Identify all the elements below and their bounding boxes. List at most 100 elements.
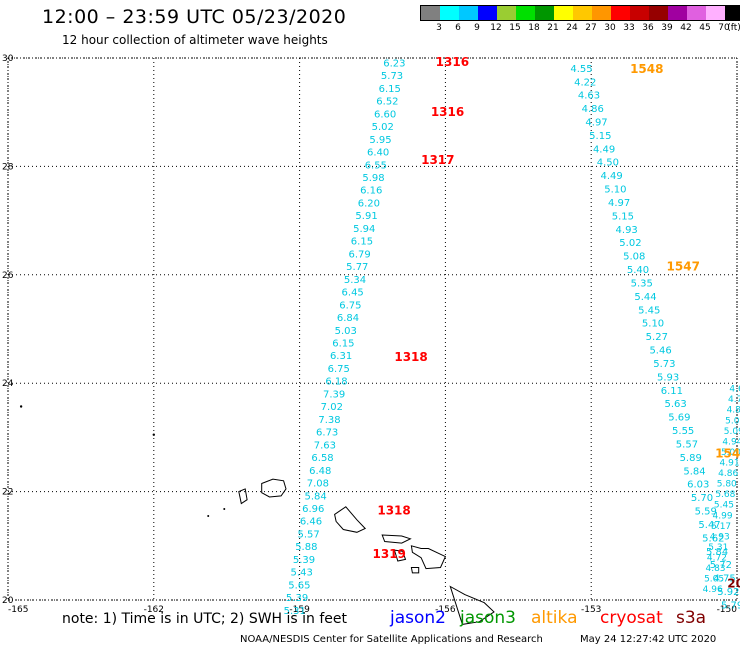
niihau-island bbox=[238, 488, 248, 505]
altimeter-tracks: 6.23 5.73 6.15 6.526.60 5.02 5.95 6.406.55 5.98… bbox=[284, 58, 740, 616]
wave-height-value: 5.57 bbox=[676, 439, 698, 450]
satellite-legend-jason3: jason3 bbox=[460, 608, 516, 628]
wave-height-value: 7.08 bbox=[307, 479, 329, 490]
wave-height-value: 5.70 bbox=[691, 493, 713, 504]
legend-color-bar bbox=[420, 5, 740, 21]
wave-height-value: 6.11 bbox=[661, 386, 683, 397]
wave-height-value: 5.09 bbox=[724, 427, 740, 437]
legend-swatch bbox=[516, 6, 535, 20]
legend-label: (ft) bbox=[727, 23, 740, 33]
pass-number-s3a: 20 bbox=[727, 577, 740, 591]
pass-number-altika: 154 bbox=[715, 447, 740, 461]
wave-height-value: 6.75 bbox=[328, 364, 350, 375]
wave-height-value: 5.93 bbox=[657, 372, 679, 383]
kauai-island bbox=[261, 478, 287, 498]
legend-swatch bbox=[421, 6, 440, 20]
wave-height-value: 6.31 bbox=[330, 351, 352, 362]
wave-height-value: 5.57 bbox=[298, 529, 320, 540]
wave-height-value: 5.84 bbox=[304, 491, 326, 502]
track-edge: 4.664.754.815.025.094.945.004.914.865.80… bbox=[703, 385, 740, 596]
legend-label: 6 bbox=[455, 23, 461, 33]
wave-height-value: 4.94 bbox=[722, 437, 740, 447]
wave-height-value: 6.96 bbox=[302, 504, 324, 515]
legend-label: 21 bbox=[547, 23, 559, 33]
legend-swatch bbox=[573, 6, 592, 20]
hawaii-island bbox=[449, 585, 495, 625]
wave-height-value: 6.48 bbox=[309, 466, 331, 477]
pass-number-jason3: 1318 bbox=[377, 504, 410, 518]
wave-height-value: 5.15 bbox=[612, 211, 634, 222]
longitude-tick-label: -156 bbox=[435, 605, 456, 615]
wave-height-value: 5.65 bbox=[288, 580, 310, 591]
legend-label: 15 bbox=[509, 23, 521, 33]
wave-height-value: 4.75 bbox=[728, 395, 740, 405]
legend-label: 18 bbox=[528, 23, 540, 33]
legend-label: 12 bbox=[490, 23, 502, 33]
hawaiian-islands bbox=[19, 405, 495, 625]
legend-label: 42 bbox=[680, 23, 692, 33]
longitude-tick-label: -159 bbox=[289, 605, 310, 615]
satellite-legend-jason2: jason2 bbox=[390, 608, 446, 628]
wave-height-value: 6.55 bbox=[365, 160, 387, 171]
wave-height-value: 5.34 bbox=[344, 275, 366, 286]
pass-number-jason3: 1317 bbox=[421, 153, 454, 167]
wave-height-value: 5.35 bbox=[631, 278, 653, 289]
wave-height-value: 4.75 bbox=[713, 574, 735, 585]
legend-label: 3 bbox=[436, 23, 442, 33]
wave-height-value: 5.43 bbox=[291, 568, 313, 579]
wave-height-value: 6.23 bbox=[383, 58, 405, 69]
wave-height-value: 4.50 bbox=[597, 158, 619, 169]
wave-height-value: 5.31 bbox=[708, 543, 728, 553]
wave-height-value: 6.52 bbox=[376, 97, 398, 108]
legend-swatch bbox=[687, 6, 706, 20]
latitude-tick-label: 22 bbox=[2, 488, 13, 498]
wave-height-value: 5.73 bbox=[653, 359, 675, 370]
wave-height-value: 5.39 bbox=[293, 555, 315, 566]
wave-height-value: 5.31 bbox=[284, 606, 306, 617]
legend-labels: 3 6 9 12 15 18 21 24 27 30 33 36 39 42 45 70 (ft) bbox=[420, 21, 740, 35]
map-grid bbox=[7, 57, 738, 601]
wave-height-value: 6.60 bbox=[374, 109, 396, 120]
pass-number-jason3: 1319 bbox=[373, 547, 406, 561]
maui-island bbox=[410, 545, 447, 570]
pass-number-altika: 1547 bbox=[667, 260, 700, 274]
wave-height-value: 4.72 bbox=[707, 553, 727, 563]
wave-height-value: 6.46 bbox=[300, 517, 322, 528]
wave-height-value: 6.73 bbox=[316, 428, 338, 439]
wave-height-value: 4.81 bbox=[727, 406, 740, 416]
wave-height-value: 7.39 bbox=[323, 389, 345, 400]
wave-height-value: 6.58 bbox=[311, 453, 333, 464]
legend-label: 30 bbox=[604, 23, 616, 33]
map-title: 12:00 – 23:59 UTC 05/23/2020 bbox=[42, 6, 347, 28]
wave-height-value: 5.63 bbox=[665, 399, 687, 410]
wave-height-value: 5.84 bbox=[683, 466, 705, 477]
wave-height-value: 5.00 bbox=[721, 448, 740, 458]
legend-label: 27 bbox=[585, 23, 597, 33]
legend-label: 45 bbox=[699, 23, 711, 33]
latitude-tick-label: 28 bbox=[2, 162, 14, 172]
oahu-island bbox=[334, 506, 367, 533]
wave-height-value: 5.10 bbox=[604, 185, 626, 196]
wave-height-value: 6.75 bbox=[339, 300, 361, 311]
wave-height-value: 6.79 bbox=[348, 249, 370, 260]
wave-height-value: 5.92 bbox=[717, 587, 739, 598]
wave-height-value: 5.68 bbox=[715, 490, 735, 500]
wave-height-value: 7.38 bbox=[318, 415, 340, 426]
wave-height-value: 7.02 bbox=[321, 402, 343, 413]
wave-height-value: 5.17 bbox=[711, 522, 731, 532]
credit-line: NOAA/NESDIS Center for Satellite Applica… bbox=[240, 634, 543, 645]
latitude-tick-label: 30 bbox=[2, 54, 14, 64]
wave-height-value: 4.91 bbox=[720, 459, 740, 469]
wave-height-value: 5.45 bbox=[638, 305, 660, 316]
wave-height-value: 5.72 bbox=[710, 560, 732, 571]
wave-height-value: 6.45 bbox=[342, 288, 364, 299]
wave-height-value: 5.15 bbox=[589, 131, 611, 142]
wave-height-value: 5.46 bbox=[649, 346, 671, 357]
legend-swatch bbox=[668, 6, 687, 20]
wave-height-value: 5.44 bbox=[634, 292, 656, 303]
wave-height-value: 5.45 bbox=[714, 501, 734, 511]
wave-height-value: 6.84 bbox=[337, 313, 359, 324]
wave-height-value: 5.10 bbox=[642, 319, 664, 330]
wave-height-value: 5.69 bbox=[668, 413, 690, 424]
wave-height-value: 6.15 bbox=[379, 84, 401, 95]
